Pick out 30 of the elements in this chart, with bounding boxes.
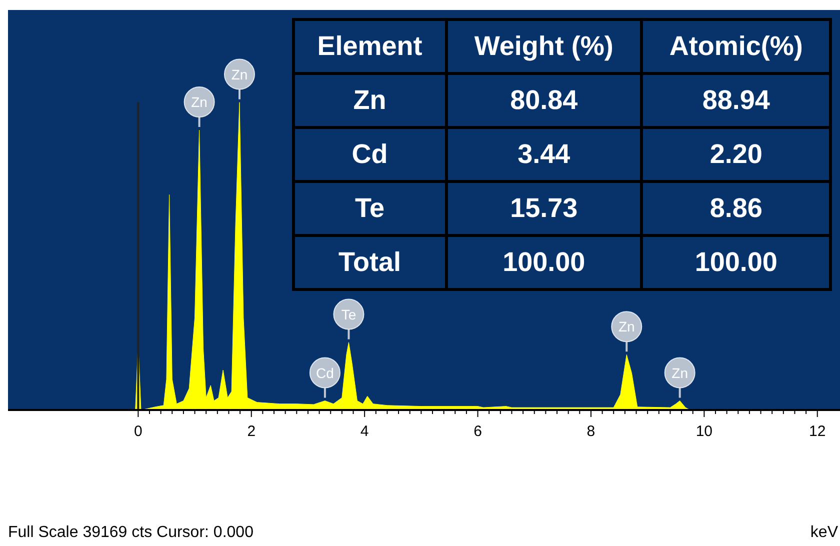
category-label: Atomic(%): [642, 20, 830, 74]
x-tick-label: 12: [809, 423, 826, 440]
x-tick-label: 6: [474, 423, 482, 440]
annotation: Te: [341, 306, 356, 322]
x-tick-label: 10: [696, 423, 713, 440]
annotation: Cd: [316, 364, 334, 381]
text: 100.00: [502, 247, 586, 277]
x-tick-label: 0: [134, 423, 142, 440]
annotation: Zn: [191, 94, 208, 110]
text: 88.94: [702, 85, 770, 115]
category-label: Weight (%): [446, 20, 642, 74]
x-tick-label: 8: [586, 423, 596, 440]
x-tick-label: 4: [360, 423, 369, 440]
text: 8.86: [710, 193, 762, 223]
text: 100.00: [694, 247, 778, 277]
text: 80.84: [510, 85, 578, 115]
x-tick-label: 2: [247, 423, 256, 440]
text: 3.44: [518, 139, 570, 169]
text: Element: [294, 20, 446, 74]
annotation: Zn: [672, 364, 688, 381]
x-axis-title: keV: [810, 524, 838, 542]
text: 2.20: [710, 139, 762, 169]
annotation: Zn: [618, 318, 635, 335]
text: Full Scale 39169 cts Cursor: 0.000: [8, 524, 254, 542]
category-label: Te: [355, 193, 385, 223]
annotation: Zn: [231, 66, 248, 82]
category-label: Cd: [352, 139, 388, 169]
category-label: Total: [338, 247, 402, 277]
category-label: Zn: [353, 85, 386, 115]
text: 15.73: [510, 193, 578, 223]
